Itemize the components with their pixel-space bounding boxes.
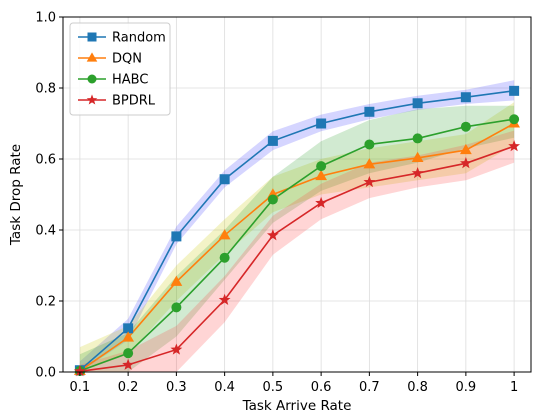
- bpdrl-point: [363, 175, 376, 188]
- x-tick-label: 0.4: [214, 380, 235, 395]
- bpdrl-point: [411, 167, 424, 179]
- habc-point: [123, 348, 134, 359]
- plot-frame: [62, 16, 532, 373]
- bpdrl-point: [218, 293, 231, 305]
- legend-marker-dqn: [86, 52, 98, 62]
- y-tick-label: 0.2: [35, 295, 56, 310]
- x-tick-label: 0.8: [407, 380, 428, 395]
- dqn-point: [459, 143, 472, 155]
- dqn-point: [315, 169, 328, 181]
- dqn-point: [170, 275, 183, 286]
- legend: Random DQN HABC BPDRL: [69, 22, 171, 116]
- habc-point: [219, 252, 230, 263]
- habc-point: [412, 133, 423, 144]
- random-band: [79, 80, 515, 372]
- habc-point: [364, 139, 375, 150]
- bpdrl-band: [79, 130, 515, 372]
- random-point: [316, 118, 327, 129]
- y-axis-label: Task Drop Rate: [8, 144, 24, 246]
- bpdrl-point: [73, 365, 86, 377]
- habc-line: [79, 118, 515, 372]
- x-tick-label: 0.7: [359, 380, 380, 395]
- bpdrl-line: [79, 145, 515, 373]
- dqn-point: [411, 151, 424, 162]
- random-line: [79, 90, 515, 371]
- legend-label-dqn: DQN: [112, 52, 142, 67]
- bpdrl-point: [315, 196, 328, 209]
- random-point: [171, 231, 182, 242]
- x-tick-label: 0.9: [456, 380, 477, 395]
- bpdrl-point: [508, 140, 521, 152]
- bpdrl-point: [170, 343, 183, 355]
- random-point: [412, 98, 423, 109]
- random-point: [460, 92, 471, 103]
- legend-box: [69, 22, 171, 116]
- axis-ticks: 0.1 0.2 0.3 0.4 0.5 0.6 0.7 0.8 0.9 1 0.0 0.2 0.4 0.6…: [35, 11, 518, 396]
- x-axis-label: Task Arrive Rate: [242, 398, 352, 414]
- series-lines: [79, 90, 515, 373]
- bpdrl-point: [122, 358, 135, 370]
- x-tick-label: 0.3: [166, 380, 187, 395]
- habc-point: [509, 114, 520, 125]
- confidence-bands: [79, 80, 515, 373]
- random-point: [364, 106, 375, 117]
- y-tick-label: 1.0: [35, 11, 56, 26]
- habc-point: [316, 161, 327, 172]
- dqn-line: [79, 122, 515, 372]
- y-tick-label: 0.4: [35, 224, 56, 239]
- x-tick-label: 0.5: [263, 380, 284, 395]
- legend-label-habc: HABC: [112, 73, 148, 88]
- legend-label-random: Random: [112, 31, 166, 46]
- x-tick-label: 0.2: [118, 380, 139, 395]
- random-point: [267, 135, 278, 146]
- legend-marker-habc: [87, 74, 97, 84]
- y-tick-label: 0.8: [35, 82, 56, 97]
- x-tick-label: 0.1: [70, 380, 91, 395]
- habc-point: [460, 121, 471, 132]
- legend-marker-bpdrl: [86, 94, 98, 105]
- dqn-point: [122, 331, 135, 342]
- legend-marker-random: [87, 32, 97, 42]
- dqn-band: [79, 102, 515, 372]
- bpdrl-point: [459, 157, 472, 169]
- x-tick-label: 1: [510, 380, 518, 395]
- dqn-point: [218, 229, 231, 240]
- bpdrl-point: [266, 229, 279, 241]
- habc-point: [171, 302, 182, 313]
- habc-point: [267, 194, 278, 205]
- x-tick-label: 0.6: [311, 380, 332, 395]
- y-tick-label: 0.0: [35, 366, 56, 381]
- random-point: [219, 174, 230, 185]
- dqn-point: [363, 158, 376, 169]
- y-tick-label: 0.6: [35, 153, 56, 168]
- legend-label-bpdrl: BPDRL: [112, 94, 156, 109]
- random-point: [509, 85, 520, 96]
- habc-band: [79, 105, 515, 373]
- random-point: [123, 323, 134, 334]
